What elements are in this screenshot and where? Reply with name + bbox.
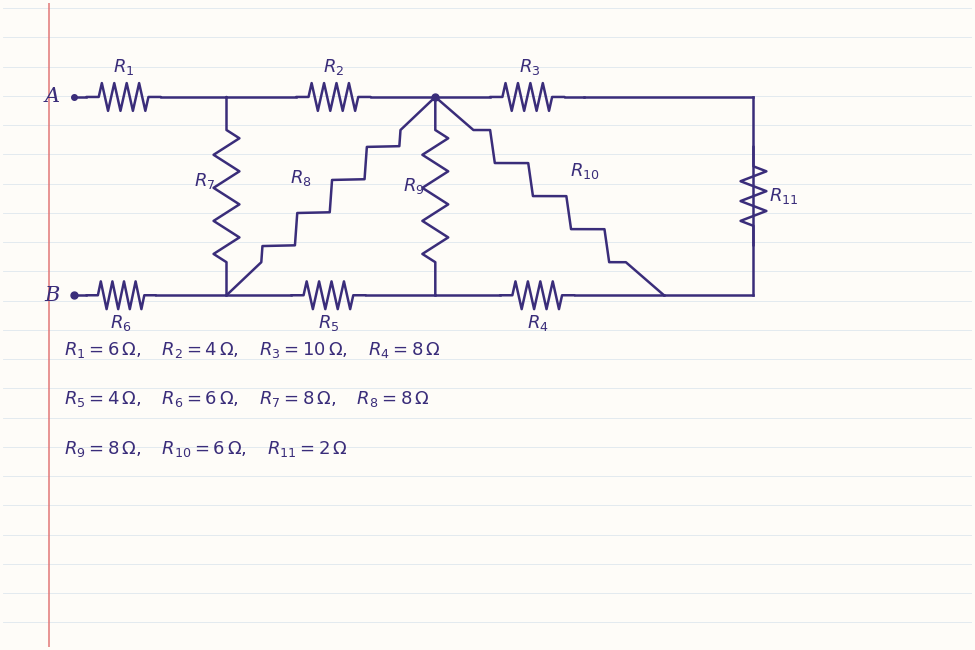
Text: $R_{10}$: $R_{10}$ [569,161,600,181]
Text: $R_8$: $R_8$ [291,168,312,188]
Text: $R_5$: $R_5$ [318,313,339,333]
Text: $R_3$: $R_3$ [519,57,540,77]
Text: B: B [45,286,60,305]
Text: $R_1 = 6\,\Omega,$   $R_2 = 4\,\Omega,$   $R_3 = 10\,\Omega,$   $R_4 = 8\,\Omega: $R_1 = 6\,\Omega,$ $R_2 = 4\,\Omega,$ $R… [64,340,442,360]
Text: $R_6$: $R_6$ [110,313,132,333]
Text: $R_9$: $R_9$ [403,176,424,196]
Text: A: A [45,88,60,107]
Text: $R_4$: $R_4$ [526,313,549,333]
Text: $R_{11}$: $R_{11}$ [768,186,798,206]
Text: $R_7$: $R_7$ [194,171,215,191]
Text: $R_2$: $R_2$ [324,57,344,77]
Text: $R_1$: $R_1$ [113,57,135,77]
Text: $R_9 = 8\,\Omega,$   $R_{10} = 6\,\Omega,$   $R_{11} = 2\,\Omega$: $R_9 = 8\,\Omega,$ $R_{10} = 6\,\Omega,$… [64,439,348,459]
Text: $R_5 = 4\,\Omega,$   $R_6 = 6\,\Omega,$   $R_7 = 8\,\Omega,$   $R_8 = 8\,\Omega$: $R_5 = 4\,\Omega,$ $R_6 = 6\,\Omega,$ $R… [64,389,430,410]
